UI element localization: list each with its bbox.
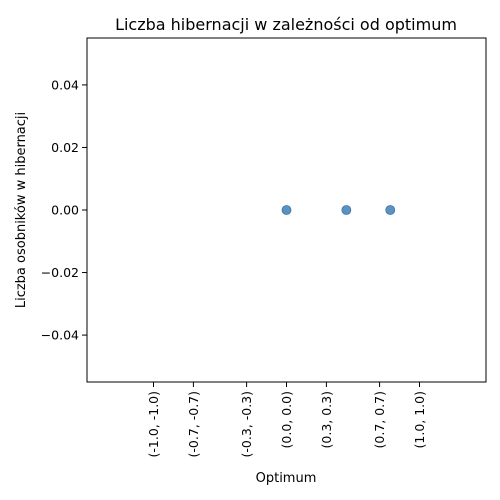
y-tick-label: −0.04 [41, 328, 79, 343]
y-tick-label: 0.02 [51, 140, 79, 155]
y-tick-label: 0.00 [51, 203, 79, 218]
x-axis: (-1.0, -1.0) (-0.7, -0.7) (-0.3, -0.3) (0.0… [146, 382, 427, 457]
x-tick-label: (-1.0, -1.0) [146, 391, 161, 457]
x-tick-label: (1.0, 1.0) [412, 391, 427, 448]
y-tick-label: −0.02 [41, 265, 79, 280]
y-axis: −0.04 −0.02 0.00 0.02 0.04 [41, 77, 87, 343]
x-tick-label: (-0.7, -0.7) [186, 391, 201, 457]
x-tick-label: (-0.3, -0.3) [239, 391, 254, 457]
y-tick-label: 0.04 [51, 77, 79, 92]
data-points [281, 205, 396, 215]
y-axis-label: Liczba osobników w hibernacji [14, 112, 29, 308]
chart-title: Liczba hibernacji w zależności od optimu… [115, 15, 457, 34]
x-tick-label: (0.3, 0.3) [319, 391, 334, 448]
data-point [385, 205, 396, 215]
x-tick-label: (0.0, 0.0) [279, 391, 294, 448]
x-axis-label: Optimum [256, 471, 317, 486]
data-point [281, 205, 292, 215]
data-point [341, 205, 352, 215]
x-tick-label: (0.7, 0.7) [372, 391, 387, 448]
